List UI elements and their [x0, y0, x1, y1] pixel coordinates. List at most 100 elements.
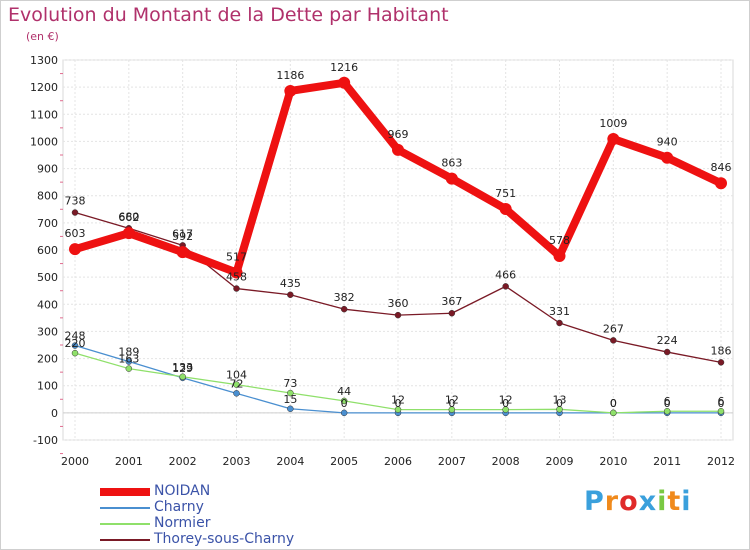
data-point-noidan [715, 177, 727, 190]
data-point-noidan [445, 172, 458, 185]
y-tick-label: 700 [37, 217, 58, 230]
data-label-thorey-sous-charny: 382 [334, 291, 355, 304]
data-point-normier [448, 406, 456, 413]
x-tick-label: 2010 [599, 455, 627, 468]
data-point-thorey-sous-charny [663, 348, 671, 356]
data-label-thorey-sous-charny: 360 [388, 297, 409, 310]
data-point-thorey-sous-charny [502, 283, 509, 290]
data-label-charny: 248 [65, 330, 86, 343]
data-label-thorey-sous-charny: 186 [711, 344, 732, 357]
data-label-noidan: 662 [118, 211, 139, 224]
legend-swatch-thorey [100, 539, 150, 541]
x-tick-label: 2007 [438, 455, 466, 468]
x-tick-label: 2000 [61, 455, 89, 468]
data-label-normier: 6 [664, 395, 671, 408]
data-label-thorey-sous-charny: 224 [657, 334, 678, 347]
data-point-noidan [69, 243, 81, 256]
data-point-thorey-sous-charny [71, 209, 79, 216]
data-label-thorey-sous-charny: 680 [118, 210, 139, 223]
legend-swatch-normier [100, 523, 150, 525]
legend-swatch-noidan [100, 488, 150, 496]
y-tick-label: 1100 [30, 108, 58, 121]
y-axis: -100 0 100 200 300 400 500 600 700 800 900 1000 1100… [30, 54, 63, 455]
data-point-thorey-sous-charny [394, 311, 402, 319]
data-label-normier: 6 [718, 395, 725, 408]
y-tick-label: 800 [37, 190, 58, 203]
data-label-thorey-sous-charny: 367 [441, 295, 462, 308]
x-tick-label: 2003 [223, 455, 251, 468]
legend-label: Thorey-sous-Charny [154, 531, 295, 547]
data-point-thorey-sous-charny [556, 319, 563, 327]
data-point-normier [71, 349, 79, 357]
x-tick-label: 2002 [169, 455, 197, 468]
y-tick-label: 200 [37, 353, 58, 366]
y-tick-label: 900 [37, 163, 58, 176]
data-label-normier: 12 [499, 394, 513, 407]
data-point-thorey-sous-charny [233, 285, 240, 292]
data-point-charny [233, 390, 240, 397]
y-tick-label: 0 [51, 407, 58, 420]
logo-letter: t [667, 486, 682, 517]
legend-label: NOIDAN [154, 483, 211, 499]
data-point-normier [610, 409, 617, 417]
data-label-normier: 220 [65, 337, 86, 350]
data-label-thorey-sous-charny: 331 [549, 305, 570, 318]
data-label-noidan: 940 [657, 136, 678, 149]
data-label-normier: 133 [172, 361, 193, 374]
logo-letter: o [619, 486, 639, 517]
data-label-thorey-sous-charny: 738 [65, 195, 86, 208]
data-label-thorey-sous-charny: 466 [495, 268, 516, 281]
data-label-charny: 0 [341, 397, 348, 410]
logo-letter: i [681, 486, 692, 517]
y-tick-label: 500 [37, 271, 58, 284]
y-tick-label: 1300 [30, 54, 58, 67]
data-point-noidan [176, 246, 189, 259]
legend-label: Charny [154, 499, 204, 515]
data-label-thorey-sous-charny: 617 [172, 227, 193, 240]
data-point-charny [125, 358, 133, 365]
data-point-thorey-sous-charny [340, 305, 348, 313]
logo-letter: i [657, 486, 668, 517]
data-point-normier [125, 365, 133, 372]
proxiti-logo: Proxiti [584, 486, 692, 517]
data-point-thorey-sous-charny [448, 309, 456, 317]
data-point-charny [71, 342, 79, 349]
data-point-noidan [392, 143, 404, 156]
data-labels: 738 680 617 458 435 382 360 367 466 331 267 224 186 2… [65, 61, 732, 410]
data-label-noidan: 846 [711, 161, 732, 174]
data-label-charny: 15 [283, 393, 297, 406]
data-label-normier: 12 [391, 394, 405, 407]
data-label-charny: 0 [610, 397, 617, 410]
legend-label: Normier [154, 515, 211, 531]
data-label-thorey-sous-charny: 267 [603, 322, 624, 335]
data-point-normier [502, 406, 509, 413]
y-tick-label: 100 [37, 380, 58, 393]
x-axis: 2000 2001 2002 2003 2004 2005 2006 2007 2008 2009… [61, 455, 735, 468]
series-group [69, 76, 727, 417]
logo-letter: x [638, 486, 658, 517]
data-point-noidan [284, 84, 297, 97]
data-label-noidan: 1216 [330, 61, 358, 74]
data-point-normier [233, 381, 240, 388]
x-tick-label: 2005 [330, 455, 358, 468]
logo-letter: r [604, 486, 620, 517]
data-label-thorey-sous-charny: 458 [226, 271, 247, 284]
data-label-noidan: 969 [388, 128, 409, 141]
y-tick-label: 600 [37, 244, 58, 257]
data-label-charny: 0 [664, 397, 671, 410]
x-tick-label: 2004 [276, 455, 304, 468]
data-point-thorey-sous-charny [610, 337, 617, 344]
data-point-normier [556, 406, 563, 413]
data-label-noidan: 1186 [276, 69, 304, 82]
legend-swatch-charny [100, 507, 150, 509]
data-label-charny: 129 [172, 362, 193, 375]
data-point-normier [179, 373, 186, 381]
data-label-charny: 0 [556, 397, 563, 410]
x-tick-label: 2006 [384, 455, 412, 468]
data-point-normier [340, 397, 348, 405]
data-label-charny: 0 [718, 397, 725, 410]
chart-title: Evolution du Montant de la Dette par Hab… [8, 4, 449, 26]
data-label-normier: 12 [445, 394, 459, 407]
data-label-charny: 0 [502, 397, 509, 410]
data-label-noidan: 517 [226, 251, 247, 264]
